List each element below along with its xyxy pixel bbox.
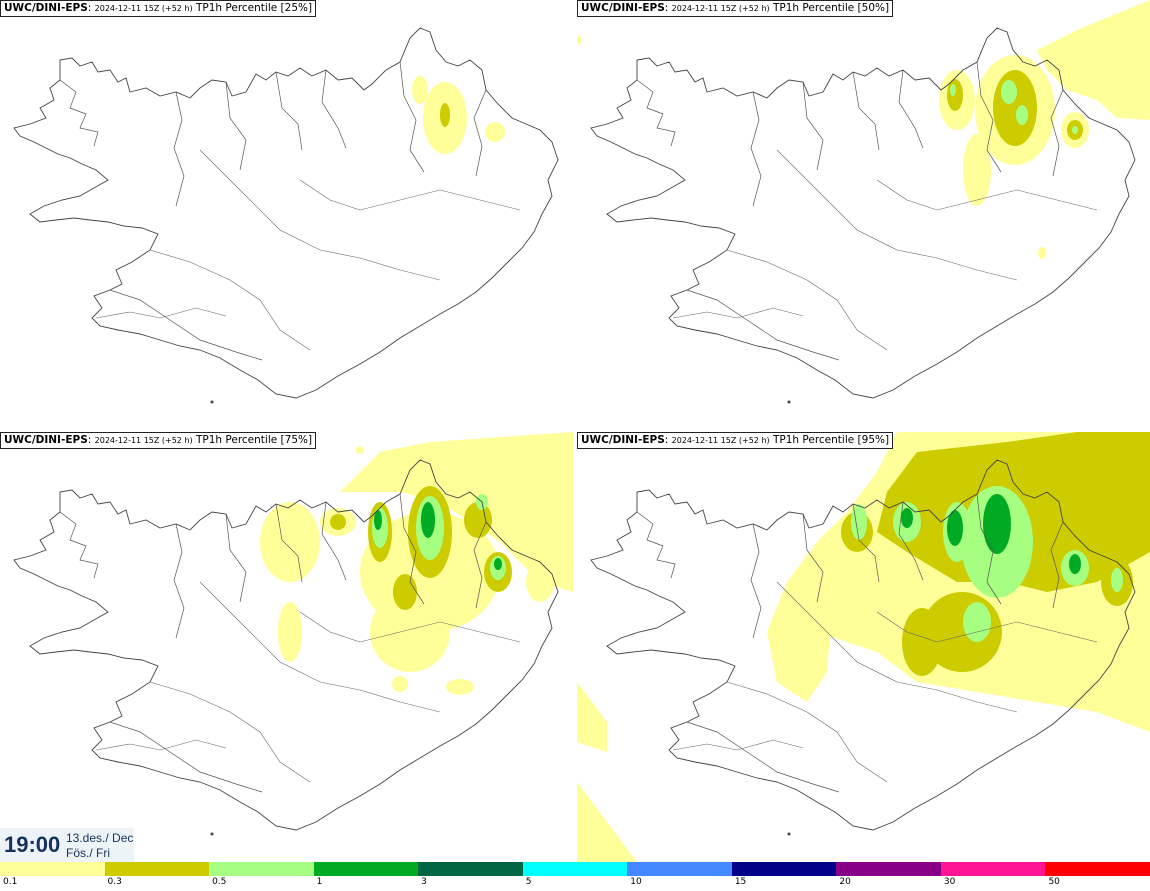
colorbar-segment <box>940 862 1046 876</box>
colorbar-segment <box>209 862 314 876</box>
run-date: 2024-12-11 15Z (+52 h) <box>671 436 770 445</box>
colorbar-label: 1 <box>316 877 323 887</box>
colorbar-segment <box>104 862 210 876</box>
colorbar-label: 30 <box>943 877 956 887</box>
model-name: UWC/DINI-EPS <box>4 2 88 14</box>
map-panel-p25: UWC/DINI-EPS: 2024-12-11 15Z (+52 h) TP1… <box>0 0 573 430</box>
colorbar-label: 20 <box>839 877 851 887</box>
colorbar-label: 10 <box>630 877 642 887</box>
colorbar-segment <box>1045 862 1150 876</box>
panel-title: UWC/DINI-EPS: 2024-12-11 15Z (+52 h) TP1… <box>0 0 317 17</box>
panel-title: UWC/DINI-EPS: 2024-12-11 15Z (+52 h) TP1… <box>577 0 894 17</box>
colorbar-label: 50 <box>1048 877 1060 887</box>
precip-map <box>13 432 573 836</box>
run-date: 2024-12-11 15Z (+52 h) <box>671 4 770 13</box>
colorbar-segment <box>418 862 523 876</box>
colorbar-segment <box>522 862 628 876</box>
run-date: 2024-12-11 15Z (+52 h) <box>94 4 193 13</box>
colorbar-segment <box>836 862 941 876</box>
colorbar-label: 0.5 <box>212 877 227 887</box>
panel-title: UWC/DINI-EPS: 2024-12-11 15Z (+52 h) TP1… <box>0 432 317 449</box>
colorbar-segment <box>627 862 732 876</box>
colorbar-segment <box>313 862 419 876</box>
map-panel-p75: UWC/DINI-EPS: 2024-12-11 15Z (+52 h) TP1… <box>0 432 573 862</box>
colorbar-label: 0.3 <box>107 877 122 887</box>
model-name: UWC/DINI-EPS <box>581 434 665 446</box>
colorbar-segment <box>0 862 105 876</box>
panel-title: UWC/DINI-EPS: 2024-12-11 15Z (+52 h) TP1… <box>577 432 894 449</box>
map-panel-p50: UWC/DINI-EPS: 2024-12-11 15Z (+52 h) TP1… <box>577 0 1150 430</box>
model-name: UWC/DINI-EPS <box>581 2 665 14</box>
panel-desc: TP1h Percentile [50%] <box>772 2 890 14</box>
run-date: 2024-12-11 15Z (+52 h) <box>94 436 193 445</box>
panel-desc: TP1h Percentile [95%] <box>772 434 890 446</box>
colorbar-label: 0.1 <box>3 877 18 887</box>
colorbar-segment <box>731 862 837 876</box>
colorbar-label: 5 <box>525 877 532 887</box>
panel-desc: TP1h Percentile [75%] <box>195 434 313 446</box>
colorbar-label: 3 <box>421 877 427 887</box>
valid-time: 19:00 <box>4 832 61 857</box>
precip-map <box>577 432 1150 862</box>
valid-time-box: 19:00 13.des./ Dec Fös./ Fri <box>0 828 134 862</box>
colorbar-label: 15 <box>734 877 747 887</box>
valid-date: 13.des./ Dec <box>66 831 134 845</box>
colorbar <box>0 862 1150 876</box>
valid-weekday: Fös./ Fri <box>66 846 110 860</box>
panel-desc: TP1h Percentile [25%] <box>195 2 313 14</box>
map-panel-p95: UWC/DINI-EPS: 2024-12-11 15Z (+52 h) TP1… <box>577 432 1150 862</box>
precip-map <box>13 27 559 404</box>
model-name: UWC/DINI-EPS <box>4 434 88 446</box>
precip-map <box>577 0 1150 404</box>
